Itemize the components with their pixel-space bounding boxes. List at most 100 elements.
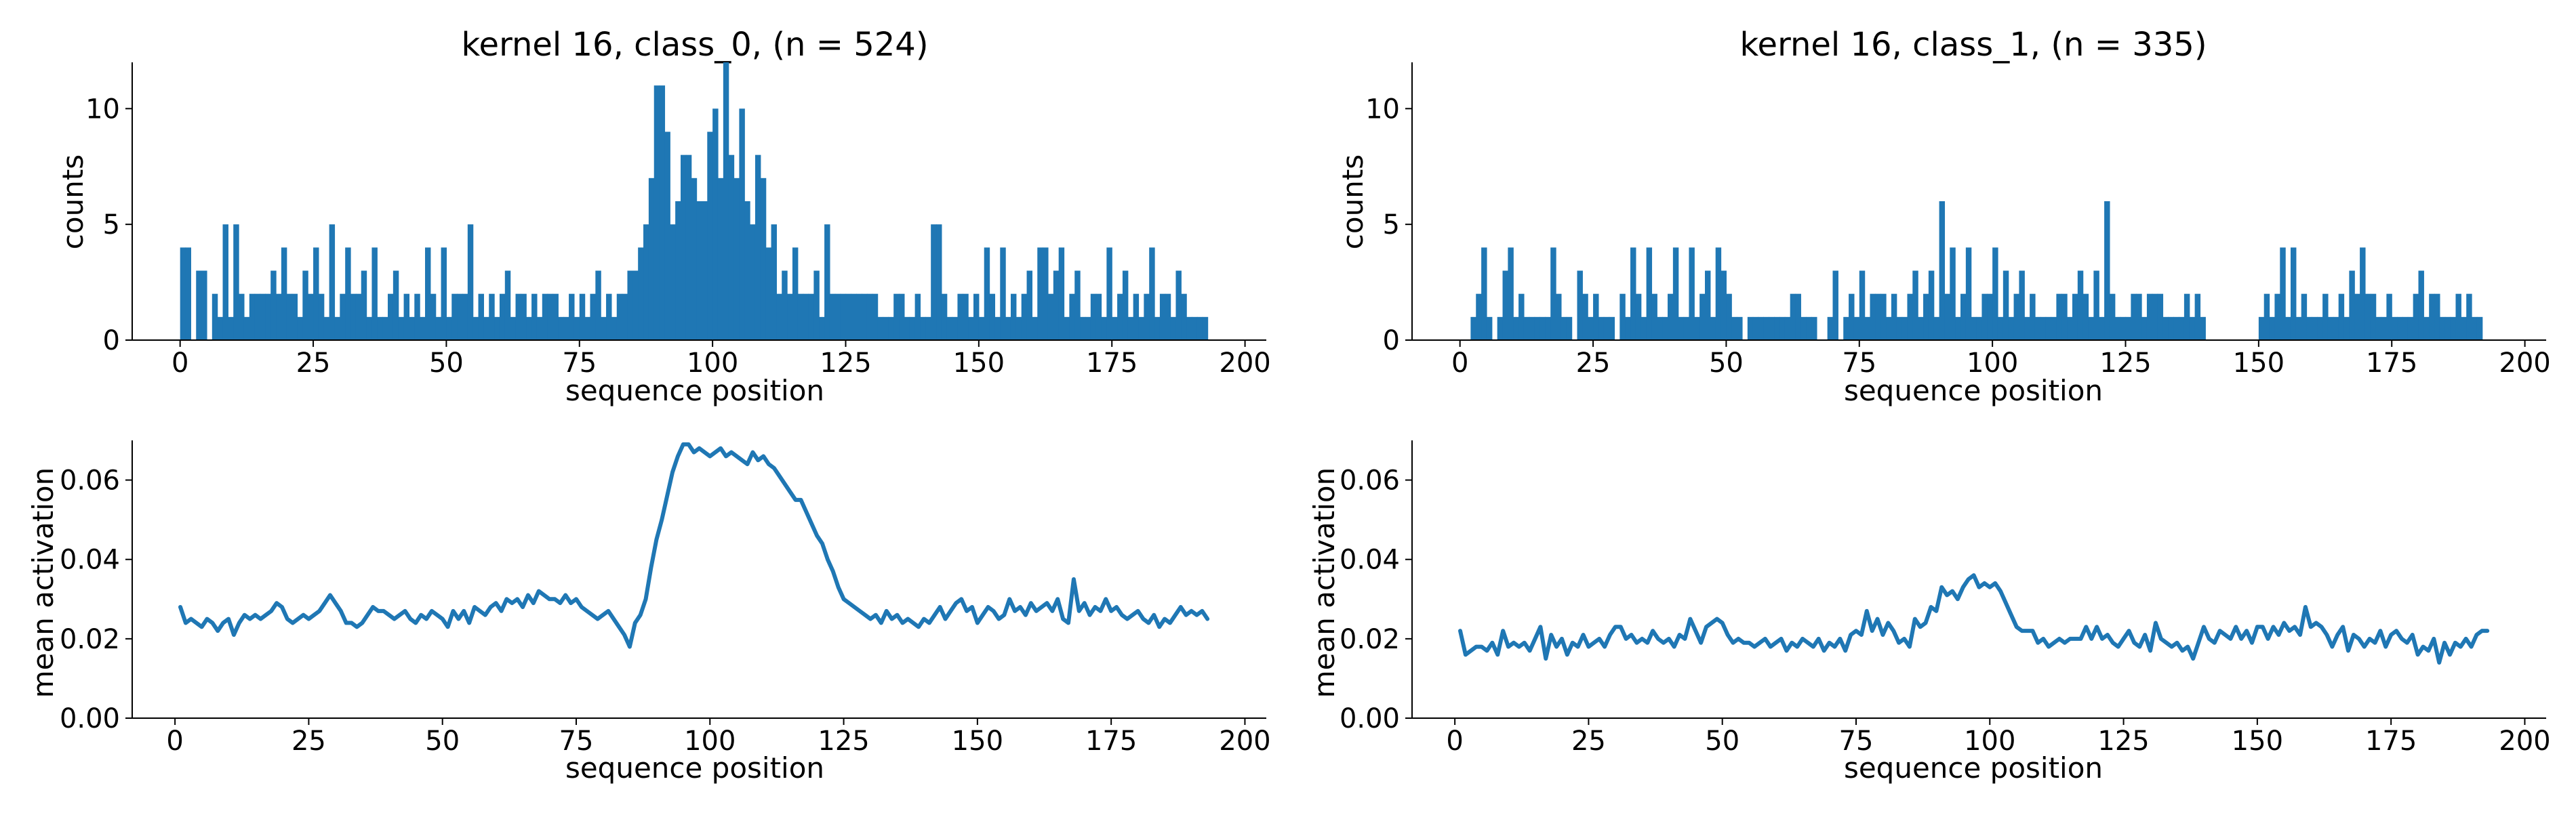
bar [2423,316,2430,340]
x-tick-label: 125 [2097,726,2149,757]
bar [1470,316,1476,340]
bar [435,316,442,340]
bar [1992,247,1998,340]
bar [1928,270,1935,340]
bar [829,293,836,340]
bar [2104,201,2110,340]
x-tick-label: 200 [2499,726,2550,757]
bar [1534,316,1541,340]
bar [2019,270,2025,340]
bar [2146,293,2153,340]
bar [526,316,532,340]
bar [446,316,452,340]
bar [2045,316,2052,340]
bar [185,247,191,340]
y-axis-label: mean activation [1308,467,1341,698]
bar [2461,316,2467,340]
bar [632,270,639,340]
bar [744,201,750,340]
bar [1864,316,1871,340]
bar [228,316,234,340]
bar [1508,247,1514,340]
bar [2290,247,2297,340]
bar [1486,316,1493,340]
bar [909,316,916,340]
bar [1550,247,1556,340]
bar [2397,316,2403,340]
bar [2381,316,2387,340]
bar [2418,270,2424,340]
bar [334,316,340,340]
bar [2194,293,2201,340]
bar [1827,316,1834,340]
bar [1763,316,1769,340]
bar [883,316,889,340]
bar [1646,247,1653,340]
bar [1074,270,1081,340]
bar [1047,293,1054,340]
bar [1731,316,1737,340]
bar [1064,316,1070,340]
bar [601,316,607,340]
bar [1875,293,1881,340]
bar [2013,293,2019,340]
bar [1923,293,1929,340]
bar [1886,316,1892,340]
bar [2061,293,2068,340]
bar [329,224,336,340]
bar [1720,270,1727,340]
bar [2301,293,2308,340]
bar [308,293,314,340]
bar [355,293,362,340]
bar [2003,270,2009,340]
bar [504,270,511,340]
bar [681,154,687,341]
bar [712,108,719,340]
bar [872,293,879,340]
bar [1758,316,1764,340]
bar [659,85,666,341]
bar [1672,247,1679,340]
bar [403,293,410,340]
bar [1987,293,1993,340]
bar [616,293,623,340]
bar [1774,316,1780,340]
bar [1127,316,1134,340]
bar [1795,293,1801,340]
bar [201,270,207,340]
x-tick-label: 100 [1967,348,2018,379]
bar [286,293,293,340]
bar [2413,293,2419,340]
bar [1939,201,1946,340]
bar [1476,293,1482,340]
bar [1965,247,1972,340]
bar [2109,293,2116,340]
bar [2141,316,2148,340]
bar [2051,316,2057,340]
bar [2349,270,2355,340]
x-tick-label: 150 [953,348,1005,379]
x-tick-label: 125 [2099,348,2151,379]
bar [1502,270,1508,340]
panel-counts-class-0: kernel 16, class_0, (n = 524) sequence p… [56,26,1271,407]
bar [2375,316,2382,340]
panel-mean-activation-class-1: sequence position mean activation 0 25 50 7… [1308,440,2551,785]
bar [1880,293,1887,340]
bar [2280,247,2286,340]
bar [1997,316,2004,340]
x-tick-label: 75 [1842,348,1876,379]
bar [521,293,527,340]
bar [2120,316,2127,340]
bar [2040,316,2047,340]
bar [968,316,974,340]
bar [2082,293,2089,340]
bar [1186,316,1192,340]
bar [323,316,330,340]
y-tick-label: 10 [1365,93,1400,125]
bar [1513,316,1519,340]
bar [196,270,202,340]
y-axis-label: mean activation [26,467,60,698]
bar [2360,247,2366,340]
